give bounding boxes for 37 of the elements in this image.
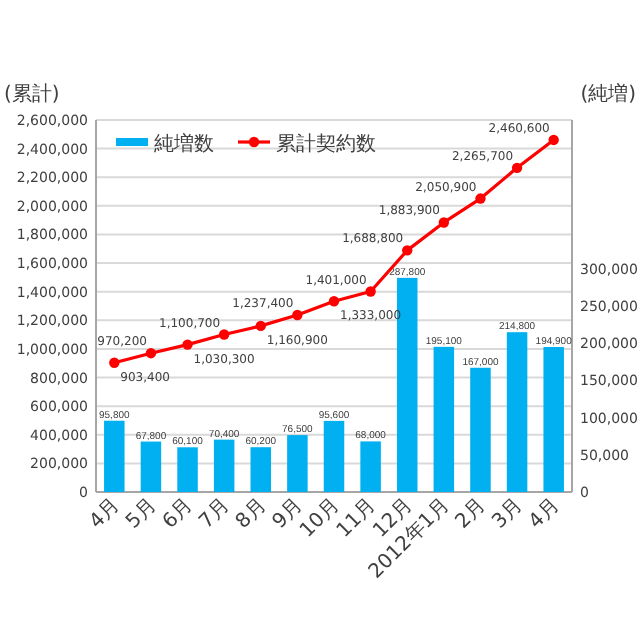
x-tick-label: 4月: [85, 494, 125, 534]
point: [182, 339, 193, 350]
point: [145, 347, 157, 359]
bar: [360, 441, 381, 492]
x-tick-label: 2月: [451, 494, 491, 534]
x-tick-label: 6月: [159, 494, 198, 534]
bar: [104, 420, 125, 492]
point: [511, 162, 523, 174]
point: [292, 309, 303, 321]
x-tick-label: 4月: [525, 494, 564, 534]
y-axis-title: (累計): [4, 82, 60, 106]
x-tick-label: 8月: [232, 494, 272, 534]
x-tick-label: 7月: [195, 494, 235, 534]
bar: [543, 346, 564, 492]
bar: [140, 441, 162, 492]
legend-label: 純増数: [154, 132, 214, 156]
bar: [506, 332, 528, 492]
bar: [177, 447, 198, 492]
point: [109, 357, 120, 368]
y2-axis-title: (純増): [580, 82, 637, 106]
bar: [250, 447, 272, 492]
point: [475, 193, 486, 204]
point: [402, 245, 413, 256]
bar: [323, 420, 345, 492]
point: [218, 329, 230, 340]
point: [365, 286, 376, 297]
point: [548, 134, 559, 146]
point: [438, 217, 450, 228]
bar: [213, 439, 235, 492]
point: [255, 320, 266, 332]
bar: [433, 346, 455, 492]
point: [328, 296, 340, 307]
bar: [287, 435, 308, 492]
x-tick-label: 5月: [122, 494, 162, 534]
legend-label: 累計契約数: [276, 132, 376, 156]
x-tick-label: 3月: [488, 494, 528, 534]
bar: [470, 367, 491, 492]
